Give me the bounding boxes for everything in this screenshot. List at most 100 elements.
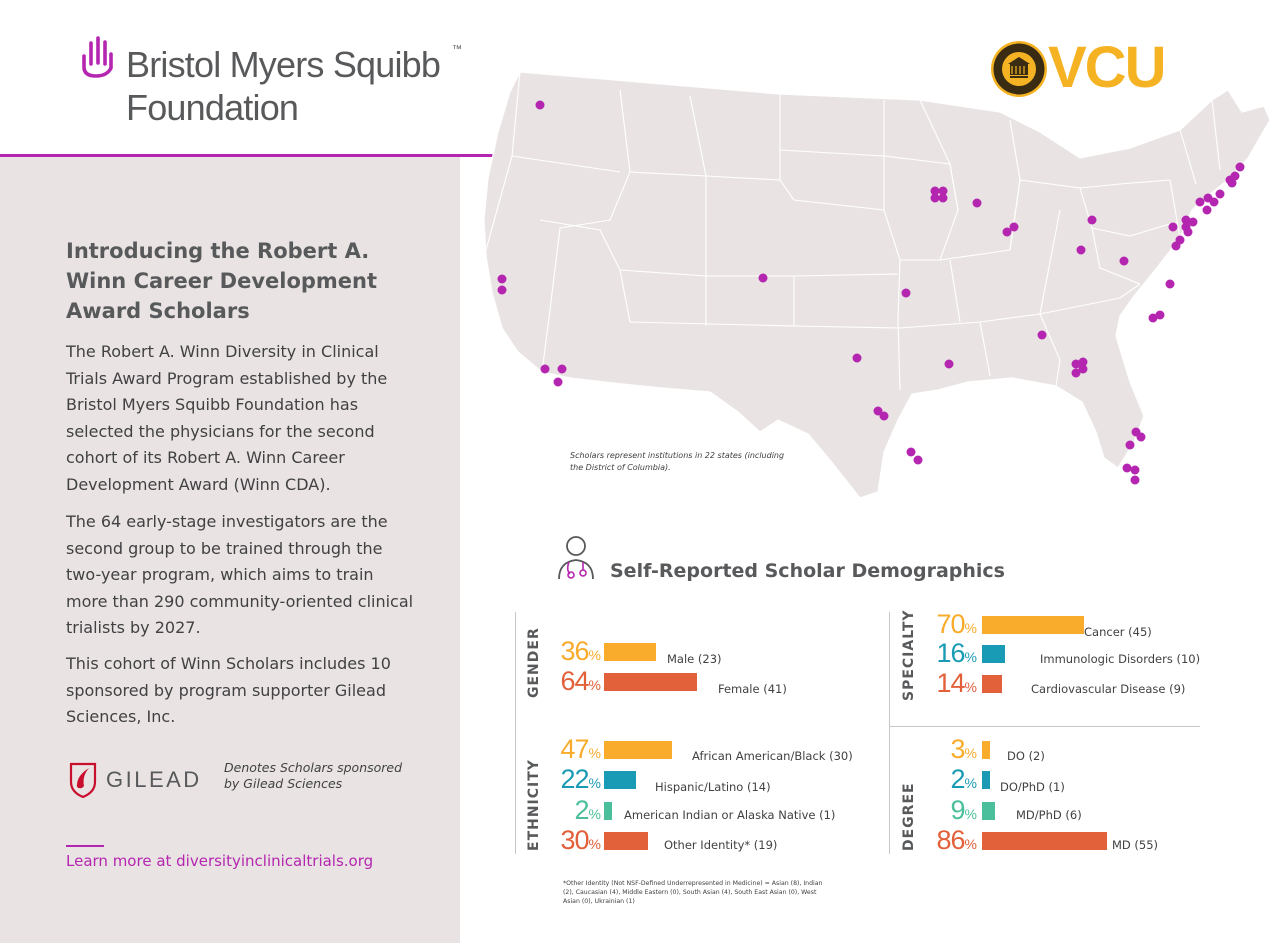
ethnicity-pct: 2%: [545, 797, 601, 828]
pct-symbol: %: [588, 647, 601, 663]
state-borders: [485, 71, 1221, 391]
pct-value: 70: [936, 609, 966, 639]
pct-symbol: %: [964, 836, 977, 852]
gilead-logo: GILEAD: [68, 760, 199, 800]
intro-paragraph: The Robert A. Winn Diversity in Clinical…: [66, 342, 388, 494]
bar: [604, 771, 636, 789]
pct-symbol: %: [588, 677, 601, 693]
doctor-icon: [558, 536, 594, 580]
specialty-label: Cancer (45): [1084, 625, 1152, 639]
learn-more-rule: [66, 845, 104, 847]
vcu-logo: VCU: [990, 35, 1180, 100]
bar: [604, 802, 612, 820]
pct-symbol: %: [964, 679, 977, 695]
degree-pct: 2%: [921, 766, 977, 797]
bar: [982, 802, 995, 820]
scholar-institution-dots: [497, 100, 1245, 485]
pct-value: 86: [936, 825, 966, 855]
gilead-emblem-icon: [69, 762, 97, 798]
pct-value: 36: [560, 636, 590, 666]
pct-value: 2: [574, 795, 590, 825]
bar: [604, 673, 697, 691]
learn-more-link[interactable]: Learn more at diversityinclinicaltrials.…: [66, 852, 374, 870]
specialty-pct: 16%: [921, 638, 978, 671]
intro-paragraph: This cohort of Winn Scholars includes 10…: [66, 654, 391, 726]
degree-pct: 86%: [921, 825, 978, 858]
bms-foundation-label: Foundation: [126, 87, 299, 128]
bar: [982, 616, 1084, 634]
ethnicity-pct: 22%: [545, 764, 602, 797]
vcu-wordmark: VCU: [1048, 35, 1166, 100]
intro-title: Introducing the Robert A. Winn Career De…: [66, 239, 378, 323]
bar: [982, 832, 1107, 850]
ethnicity-label: Other Identity* (19): [664, 838, 778, 852]
pct-value: 47: [560, 734, 590, 764]
bar: [982, 771, 990, 789]
divider: [515, 612, 516, 854]
degree-label: MD/PhD (6): [1016, 808, 1082, 822]
bar: [982, 741, 990, 759]
specialty-section-label: SPECIALTY: [901, 609, 917, 701]
gilead-wordmark: GILEAD: [106, 767, 202, 792]
gilead-note: Denotes Scholars sponsored by Gilead Sci…: [224, 760, 403, 791]
pct-symbol: %: [964, 745, 977, 761]
bms-foundation-logo: Bristol Myers Squibb ™ Foundation: [80, 36, 490, 131]
degree-label: MD (55): [1112, 838, 1159, 852]
pct-symbol: %: [588, 745, 601, 761]
intro-paragraph: The 64 early-stage investigators are the…: [66, 512, 414, 637]
pct-value: 30: [560, 825, 590, 855]
gender-pct: 36%: [545, 636, 602, 669]
divider: [890, 726, 1200, 727]
bms-name: Bristol Myers Squibb: [126, 44, 441, 85]
ethnicity-section-label: ETHNICITY: [526, 759, 542, 851]
pct-symbol: %: [964, 775, 977, 791]
map-note: Scholars represent institutions in 22 st…: [570, 451, 785, 472]
degree-label: DO/PhD (1): [1000, 780, 1065, 794]
bar: [604, 643, 656, 661]
gender-label: Male (23): [667, 652, 722, 666]
us-map: [483, 71, 1271, 499]
pct-value: 16: [936, 638, 966, 668]
pct-symbol: %: [964, 649, 977, 665]
specialty-pct: 70%: [921, 609, 978, 642]
gender-pct: 64%: [545, 666, 602, 699]
header-rule: [0, 154, 502, 157]
pct-symbol: %: [588, 806, 601, 822]
pct-symbol: %: [964, 620, 977, 636]
bms-hand-icon: [82, 36, 113, 78]
footnote: *Other Identity (Not NSF-Defined Underre…: [563, 880, 823, 905]
degree-label: DO (2): [1007, 749, 1045, 763]
bms-trademark: ™: [452, 44, 462, 55]
pct-symbol: %: [588, 775, 601, 791]
pct-value: 14: [936, 668, 966, 698]
pct-value: 2: [950, 764, 966, 794]
pct-symbol: %: [588, 836, 601, 852]
ethnicity-pct: 30%: [545, 825, 602, 858]
specialty-label: Cardiovascular Disease (9): [1031, 682, 1186, 696]
pct-value: 64: [560, 666, 590, 696]
degree-pct: 9%: [921, 797, 977, 828]
ethnicity-label: American Indian or Alaska Native (1): [624, 808, 836, 822]
demographics-title: Self-Reported Scholar Demographics: [610, 560, 1005, 582]
vcu-seal-icon: [991, 41, 1047, 97]
us-landmass: [483, 71, 1271, 499]
gender-section-label: GENDER: [526, 627, 542, 698]
bar: [982, 675, 1002, 693]
pct-value: 9: [950, 795, 966, 825]
gender-label: Female (41): [718, 682, 787, 696]
bar: [604, 832, 648, 850]
divider: [889, 612, 890, 854]
bar: [982, 645, 1005, 663]
specialty-pct: 14%: [921, 668, 978, 701]
degree-pct: 3%: [921, 736, 977, 767]
pct-value: 22: [560, 764, 590, 794]
bar: [604, 741, 672, 759]
ethnicity-label: African American/Black (30): [692, 749, 853, 763]
degree-section-label: DEGREE: [901, 782, 917, 851]
ethnicity-label: Hispanic/Latino (14): [655, 780, 771, 794]
specialty-label: Immunologic Disorders (10): [1040, 652, 1201, 666]
pct-value: 3: [950, 734, 966, 764]
left-panel: [0, 157, 460, 943]
pct-symbol: %: [964, 806, 977, 822]
ethnicity-pct: 47%: [545, 734, 602, 767]
